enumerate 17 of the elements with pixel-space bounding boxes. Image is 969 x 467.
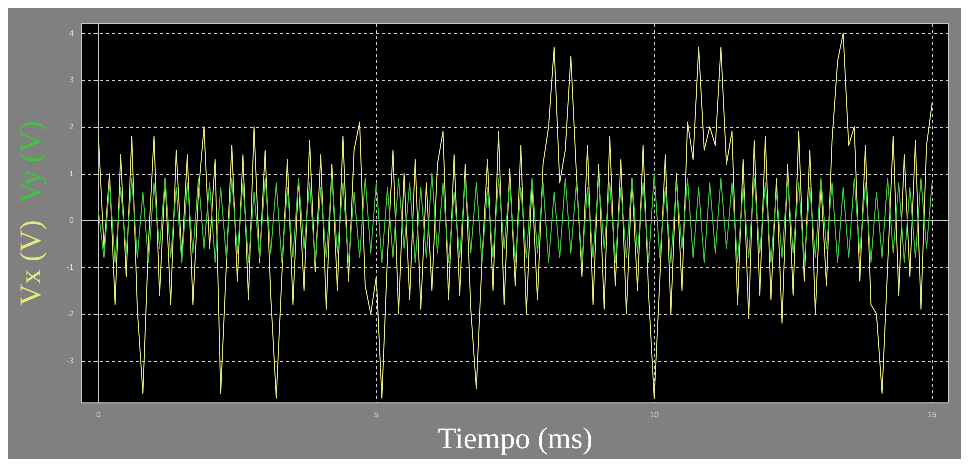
text: Vy (V) [14,121,48,204]
line-series [98,32,933,399]
text: Vx (V) [14,220,48,306]
y-tick-label: -2 [66,310,75,319]
x-tick-label: 5 [374,410,380,420]
y-tick-label: -1 [66,262,75,272]
y-tick-label: 1 [70,169,75,178]
x-tick-label: 10 [650,410,660,420]
y-tick-label: 0 [70,216,75,226]
x-axis-title: Tiempo (ms) [438,422,593,456]
x-tick-label: 15 [928,410,938,420]
y-tick-label: -3 [66,356,75,366]
x-tick-label: 0 [96,410,102,420]
y-tick-label: 4 [70,28,75,38]
y-tick-label: 3 [70,76,75,85]
line-series [98,173,933,264]
y-tick-label: 2 [70,122,75,132]
